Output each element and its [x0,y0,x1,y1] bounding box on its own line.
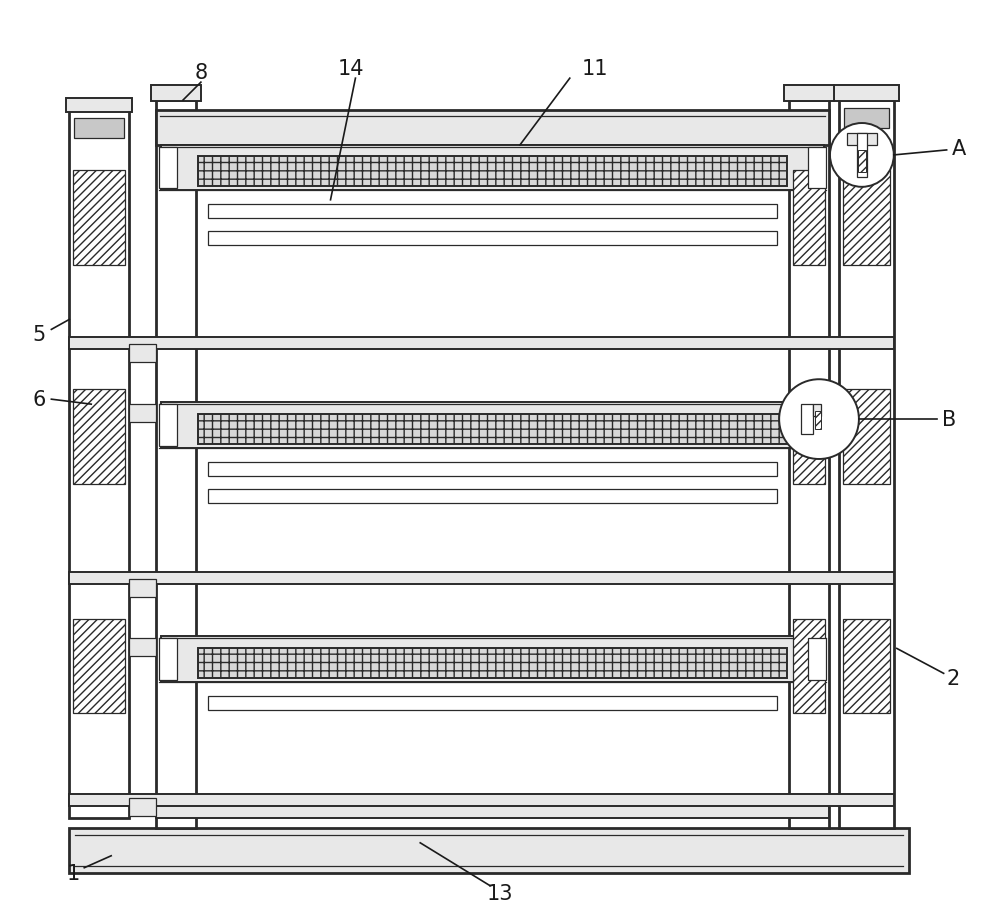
Bar [844,109,889,128]
Bar [161,403,824,448]
Text: 11: 11 [581,59,608,79]
Bar [156,798,829,818]
Bar [793,170,825,265]
Text: 13: 13 [487,883,513,903]
Bar [73,619,125,713]
Bar [66,99,132,113]
Bar [69,572,894,584]
Bar [198,649,787,679]
Bar [129,345,156,363]
Bar [156,101,196,828]
Bar [839,101,894,828]
Bar [156,111,829,146]
Bar [793,390,825,485]
Bar [198,157,787,187]
Bar [847,134,877,146]
Bar [69,111,129,818]
Bar [815,412,821,430]
Bar [784,86,834,102]
Bar [808,639,826,681]
Bar [129,579,156,597]
Bar [801,404,813,435]
Circle shape [779,380,859,459]
Bar [858,150,866,173]
Bar [789,101,829,828]
Bar [813,404,821,416]
Bar [73,390,125,485]
Bar [161,146,824,190]
Bar [69,338,894,350]
Bar [808,404,826,446]
Bar [208,205,777,219]
Bar [843,170,890,265]
Text: 14: 14 [337,59,364,79]
Bar [69,794,894,806]
Bar [159,404,177,446]
Bar [74,119,124,138]
Text: 6: 6 [33,390,46,410]
Bar [69,828,909,873]
Bar [151,86,201,102]
Text: 1: 1 [67,863,80,883]
Bar [198,415,787,445]
Bar [129,639,156,657]
Text: 5: 5 [33,325,46,345]
Bar [208,489,777,503]
Bar [73,170,125,265]
Bar [843,619,890,713]
Text: 2: 2 [947,669,960,689]
Bar [208,231,777,245]
Bar [808,148,826,189]
Bar [129,798,156,816]
Bar [208,463,777,476]
Bar [834,86,899,102]
Bar [159,639,177,681]
Bar [843,390,890,485]
Bar [159,148,177,189]
Circle shape [830,124,894,188]
Bar [129,404,156,423]
Bar [161,637,824,682]
Text: 8: 8 [194,63,207,83]
Bar [793,619,825,713]
Bar [857,134,867,178]
Text: A: A [951,138,966,159]
Text: B: B [942,410,956,430]
Bar [208,697,777,711]
